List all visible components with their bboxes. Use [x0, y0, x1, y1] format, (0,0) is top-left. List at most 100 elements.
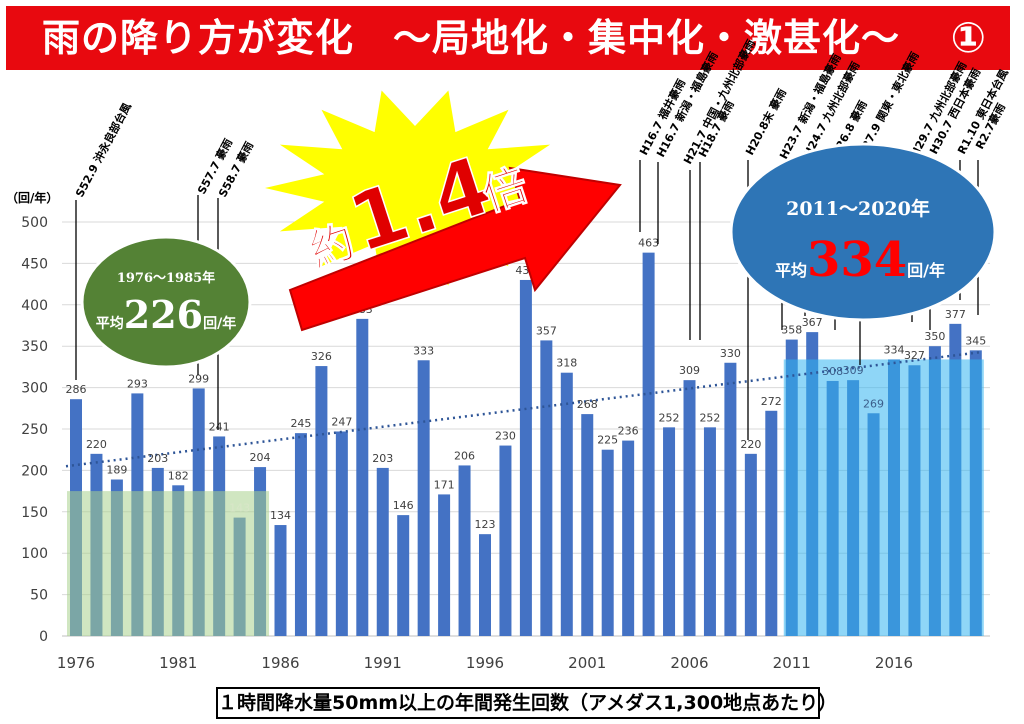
bar [765, 410, 778, 636]
early-average-bubble [80, 235, 252, 369]
data-label: 220 [86, 438, 107, 451]
title-bar [6, 6, 1010, 70]
bar [724, 362, 737, 636]
bar [560, 372, 573, 636]
data-label: 299 [188, 372, 209, 385]
data-label: 367 [802, 316, 823, 329]
bar [744, 453, 757, 636]
x-tick-label: 2011 [773, 654, 811, 672]
bar [479, 534, 491, 636]
bar [376, 467, 389, 636]
y-tick-label: 0 [39, 629, 48, 645]
bar [683, 380, 696, 636]
data-label: 220 [740, 438, 761, 451]
chart-caption: １時間降水量50mm以上の年間発生回数（アメダス1,300地点あたり） [216, 687, 837, 719]
bar [499, 445, 512, 636]
page-number: ① [950, 13, 986, 62]
data-label: 463 [638, 237, 659, 250]
data-label: 146 [393, 499, 414, 512]
bar [663, 427, 676, 636]
bar [335, 431, 348, 636]
data-label: 171 [434, 478, 455, 491]
data-label: 357 [536, 324, 557, 337]
bar [601, 449, 614, 636]
bar [274, 525, 287, 636]
late-bubble-average: 平均334回/年 [775, 232, 945, 288]
y-tick-label: 500 [21, 215, 48, 231]
y-tick-label: 100 [21, 546, 48, 562]
bar [397, 515, 410, 636]
x-tick-label: 1991 [364, 654, 402, 672]
data-label: 358 [781, 324, 802, 337]
bar [540, 340, 553, 636]
data-label: 309 [843, 364, 864, 377]
bar [642, 252, 655, 637]
y-tick-label: 200 [21, 463, 48, 479]
data-label: 330 [720, 347, 741, 360]
x-tick-label: 2006 [670, 654, 708, 672]
data-label: 241 [209, 420, 230, 433]
x-tick-label: 1981 [159, 654, 197, 672]
data-label: 189 [106, 464, 127, 477]
y-axis-label: （回/年） [6, 190, 58, 205]
data-label: 309 [679, 364, 700, 377]
y-tick-label: 150 [21, 505, 48, 521]
data-label: 269 [863, 397, 884, 410]
data-label: 252 [699, 411, 720, 424]
data-label: 377 [945, 308, 966, 321]
y-tick-label: 350 [21, 339, 48, 355]
data-label: 318 [556, 357, 577, 370]
data-label: 206 [454, 449, 475, 462]
data-label: 293 [127, 377, 148, 390]
data-label: 203 [147, 452, 168, 465]
x-tick-label: 1986 [261, 654, 299, 672]
data-label: 272 [761, 395, 782, 408]
data-label: 327 [904, 349, 925, 362]
y-tick-label: 50 [30, 588, 48, 604]
data-label: 252 [659, 411, 680, 424]
data-label: 203 [372, 452, 393, 465]
x-tick-label: 2001 [568, 654, 606, 672]
data-label: 204 [250, 451, 271, 464]
data-label: 247 [331, 415, 352, 428]
bar [315, 366, 328, 636]
data-label: 326 [311, 350, 332, 363]
bar [356, 318, 369, 636]
bar [438, 494, 451, 636]
data-label: 308 [822, 365, 843, 378]
bar [417, 360, 430, 636]
bar [519, 279, 532, 636]
bar [458, 465, 471, 636]
increase-arrow [288, 166, 622, 332]
data-label: 230 [495, 430, 516, 443]
data-label: 333 [413, 344, 434, 357]
late-period-box [783, 359, 984, 636]
data-label: 334 [884, 343, 905, 356]
data-label: 236 [618, 425, 639, 438]
data-label: 350 [924, 330, 945, 343]
early-period-box [67, 491, 270, 636]
y-tick-label: 450 [21, 256, 48, 272]
late-average-bubble [729, 142, 997, 322]
bar [294, 433, 307, 636]
y-tick-label: 300 [21, 381, 48, 397]
page-title: 雨の降り方が変化 ～局地化・集中化・激甚化～ [42, 16, 901, 60]
data-label: 225 [597, 434, 618, 447]
event-annotation: S52.9 沖永良部台風 [72, 100, 134, 199]
bar [703, 427, 716, 636]
x-tick-label: 1976 [57, 654, 95, 672]
x-tick-label: 2016 [875, 654, 913, 672]
data-label: 245 [290, 417, 311, 430]
data-label: 134 [270, 509, 291, 522]
data-label: 143 [229, 502, 250, 515]
data-label: 182 [168, 469, 189, 482]
bar [581, 414, 594, 636]
early-bubble-average: 平均226回/年 [96, 292, 236, 337]
data-label: 123 [475, 518, 496, 531]
data-label: 268 [577, 398, 598, 411]
early-bubble-range: 1976～1985年 [117, 270, 215, 286]
late-bubble-range: 2011～2020年 [786, 197, 930, 220]
y-tick-label: 400 [21, 298, 48, 314]
trend-line [65, 350, 982, 468]
